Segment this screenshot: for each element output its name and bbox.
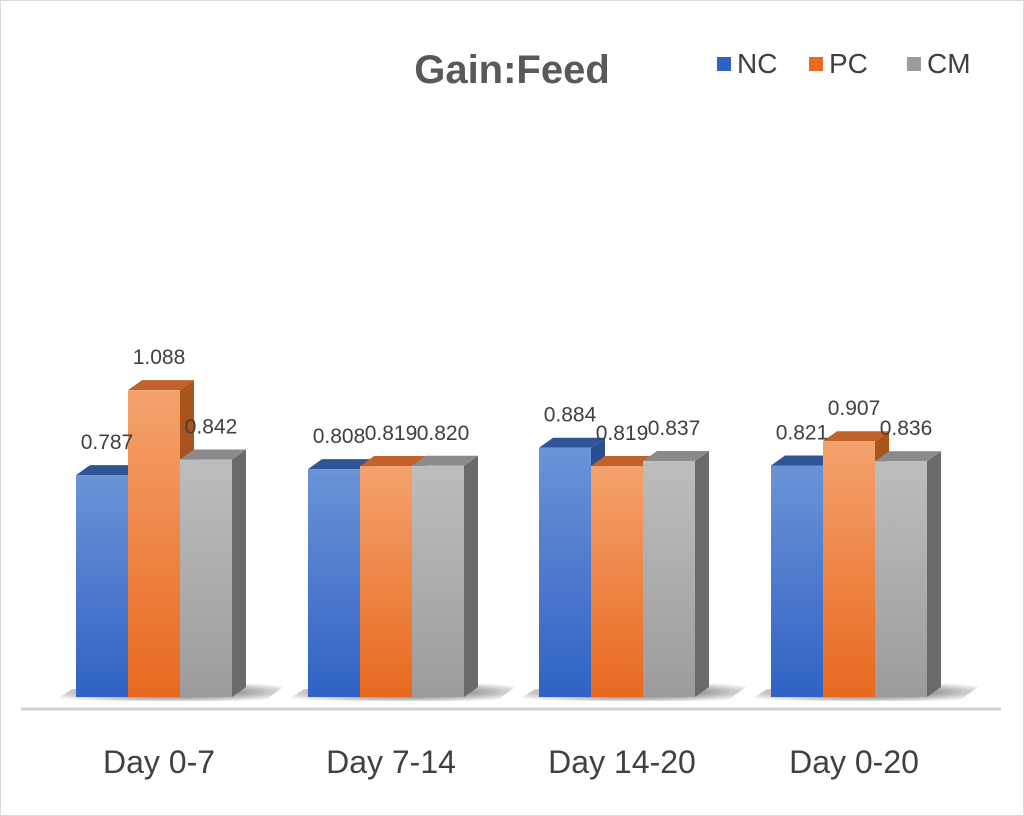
bar-top <box>360 456 426 467</box>
bar-front <box>823 441 875 697</box>
bar-front <box>412 465 464 697</box>
legend-item-nc: NC <box>717 48 777 79</box>
legend-label-pc: PC <box>829 48 868 79</box>
legend-swatch-pc <box>809 57 823 71</box>
bar-front <box>308 469 360 697</box>
bar-top <box>412 455 478 466</box>
legend-label-cm: CM <box>927 48 971 79</box>
legend-item-pc: PC <box>809 48 868 79</box>
category-label-day-0-20: Day 0-20 <box>789 744 919 780</box>
bar-side <box>232 449 246 697</box>
category-label-day-14-20: Day 14-20 <box>548 744 696 780</box>
bar-top <box>875 451 941 462</box>
chart-title: Gain:Feed <box>414 48 610 92</box>
bar-front <box>875 461 927 697</box>
bar-top <box>823 431 889 442</box>
data-label-pc-day-0-20: 0.907 <box>828 397 881 420</box>
bar-front <box>771 465 823 697</box>
category-label-day-7-14: Day 7-14 <box>326 744 456 780</box>
bar-front <box>180 459 232 697</box>
legend-swatch-nc <box>717 57 731 71</box>
data-label-cm-day-14-20: 0.837 <box>648 417 701 440</box>
bar-front <box>360 466 412 697</box>
legend: NC PC CM <box>717 48 971 79</box>
legend-label-nc: NC <box>737 48 777 79</box>
category-axis: Day 0-7 Day 7-14 Day 14-20 Day 0-20 <box>103 744 919 780</box>
data-label-cm-day-7-14: 0.820 <box>417 422 470 445</box>
bar-side <box>927 451 941 697</box>
bar-cm-day-7-14 <box>412 455 478 697</box>
data-label-pc-day-0-7: 1.088 <box>133 346 186 369</box>
data-label-cm-day-0-20: 0.836 <box>880 417 933 440</box>
data-label-nc-day-0-20: 0.821 <box>776 421 829 444</box>
data-label-nc-day-14-20: 0.884 <box>544 404 597 427</box>
bar-side <box>695 450 709 697</box>
bar-cm-day-14-20 <box>643 450 709 697</box>
bar-cm-day-0-20 <box>875 451 941 697</box>
bar-side <box>464 455 478 697</box>
bar-front <box>539 447 591 697</box>
data-label-pc-day-14-20: 0.819 <box>596 422 649 445</box>
bar-front <box>643 460 695 697</box>
legend-swatch-cm <box>907 57 921 71</box>
bar-top <box>643 450 709 461</box>
data-label-nc-day-7-14: 0.808 <box>313 425 366 448</box>
bar-cm-day-0-7 <box>180 449 246 697</box>
data-label-nc-day-0-7: 0.787 <box>81 431 134 454</box>
bar-top <box>591 456 657 467</box>
data-label-pc-day-7-14: 0.819 <box>365 422 418 445</box>
bars <box>76 380 941 697</box>
bar-top <box>539 437 605 448</box>
bar-top <box>76 465 142 476</box>
category-label-day-0-7: Day 0-7 <box>103 744 215 780</box>
bar-front <box>591 466 643 697</box>
data-label-cm-day-0-7: 0.842 <box>185 416 238 439</box>
legend-item-cm: CM <box>907 48 971 79</box>
bar-front <box>128 390 180 697</box>
bar-top <box>180 449 246 460</box>
bar-top <box>771 455 837 466</box>
bar-front <box>76 475 128 697</box>
bar-top <box>308 459 374 470</box>
bar-top <box>128 380 194 391</box>
